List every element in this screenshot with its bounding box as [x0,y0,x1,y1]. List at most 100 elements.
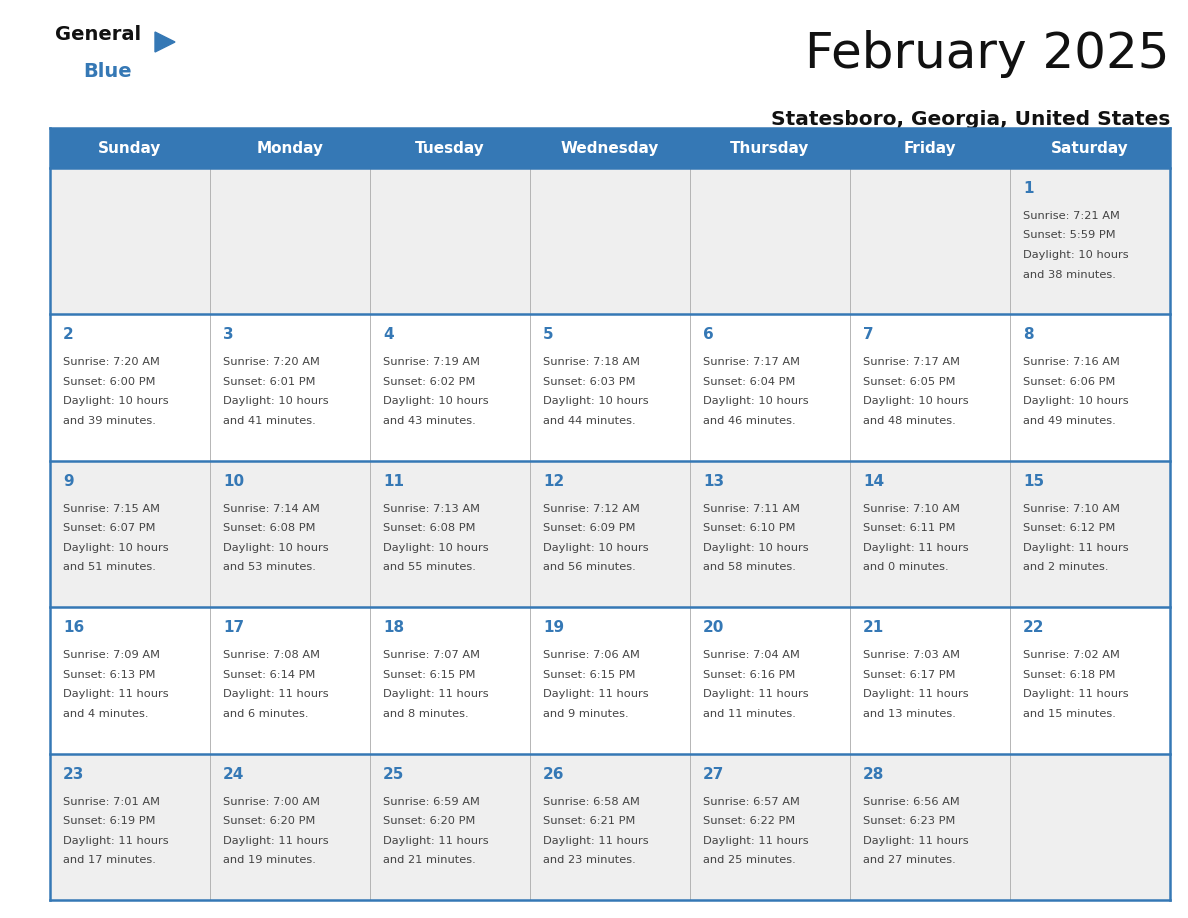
Text: Sunset: 6:07 PM: Sunset: 6:07 PM [63,523,156,533]
Text: and 48 minutes.: and 48 minutes. [862,416,956,426]
Text: Sunrise: 7:18 AM: Sunrise: 7:18 AM [543,357,640,367]
Text: and 11 minutes.: and 11 minutes. [703,709,796,719]
Text: 12: 12 [543,474,564,488]
Text: and 17 minutes.: and 17 minutes. [63,855,156,865]
Text: 13: 13 [703,474,725,488]
Text: and 49 minutes.: and 49 minutes. [1023,416,1116,426]
Text: and 56 minutes.: and 56 minutes. [543,563,636,572]
Text: 19: 19 [543,621,564,635]
Text: 5: 5 [543,328,554,342]
Text: Sunset: 6:14 PM: Sunset: 6:14 PM [223,670,315,679]
Text: and 15 minutes.: and 15 minutes. [1023,709,1116,719]
Text: Sunday: Sunday [99,140,162,155]
Text: Sunrise: 7:02 AM: Sunrise: 7:02 AM [1023,650,1120,660]
Text: Daylight: 11 hours: Daylight: 11 hours [862,689,968,700]
Text: Sunset: 6:08 PM: Sunset: 6:08 PM [383,523,475,533]
Text: Sunset: 6:21 PM: Sunset: 6:21 PM [543,816,636,826]
Text: Daylight: 11 hours: Daylight: 11 hours [1023,543,1129,553]
Text: Daylight: 11 hours: Daylight: 11 hours [543,835,649,845]
Text: 4: 4 [383,328,393,342]
Text: Sunset: 6:20 PM: Sunset: 6:20 PM [383,816,475,826]
Text: 24: 24 [223,767,245,781]
Text: Daylight: 10 hours: Daylight: 10 hours [1023,250,1129,260]
Text: February 2025: February 2025 [805,30,1170,78]
Text: 20: 20 [703,621,725,635]
Bar [50,607,1170,754]
Text: Sunset: 6:08 PM: Sunset: 6:08 PM [223,523,316,533]
Text: and 55 minutes.: and 55 minutes. [383,563,476,572]
Text: Sunset: 6:05 PM: Sunset: 6:05 PM [862,377,955,386]
Text: Sunset: 6:19 PM: Sunset: 6:19 PM [63,816,156,826]
Text: 10: 10 [223,474,244,488]
Text: Daylight: 11 hours: Daylight: 11 hours [1023,689,1129,700]
Text: Sunset: 6:22 PM: Sunset: 6:22 PM [703,816,795,826]
Text: and 41 minutes.: and 41 minutes. [223,416,316,426]
Text: Sunset: 6:20 PM: Sunset: 6:20 PM [223,816,315,826]
Text: Sunset: 6:11 PM: Sunset: 6:11 PM [862,523,955,533]
Text: and 51 minutes.: and 51 minutes. [63,563,156,572]
Text: Sunset: 6:13 PM: Sunset: 6:13 PM [63,670,156,679]
Bar [50,128,1170,168]
Text: 9: 9 [63,474,74,488]
Text: Blue: Blue [83,62,132,81]
Text: 27: 27 [703,767,725,781]
Text: Sunrise: 6:57 AM: Sunrise: 6:57 AM [703,797,800,807]
Text: Sunrise: 7:16 AM: Sunrise: 7:16 AM [1023,357,1120,367]
Text: Sunrise: 7:14 AM: Sunrise: 7:14 AM [223,504,320,514]
Text: Daylight: 10 hours: Daylight: 10 hours [383,543,488,553]
Text: and 43 minutes.: and 43 minutes. [383,416,475,426]
Text: and 58 minutes.: and 58 minutes. [703,563,796,572]
Text: and 25 minutes.: and 25 minutes. [703,855,796,865]
Text: Sunrise: 7:00 AM: Sunrise: 7:00 AM [223,797,320,807]
Text: 14: 14 [862,474,884,488]
Text: Sunset: 6:01 PM: Sunset: 6:01 PM [223,377,316,386]
Text: Sunrise: 7:04 AM: Sunrise: 7:04 AM [703,650,800,660]
Text: Sunset: 6:15 PM: Sunset: 6:15 PM [543,670,636,679]
Text: Daylight: 10 hours: Daylight: 10 hours [383,397,488,407]
Text: 1: 1 [1023,181,1034,196]
Text: Sunrise: 7:15 AM: Sunrise: 7:15 AM [63,504,160,514]
Text: Daylight: 11 hours: Daylight: 11 hours [383,689,488,700]
Text: and 44 minutes.: and 44 minutes. [543,416,636,426]
Text: Sunrise: 7:09 AM: Sunrise: 7:09 AM [63,650,160,660]
Text: and 38 minutes.: and 38 minutes. [1023,270,1116,279]
Text: and 2 minutes.: and 2 minutes. [1023,563,1108,572]
Text: Sunrise: 7:20 AM: Sunrise: 7:20 AM [223,357,320,367]
Text: Daylight: 10 hours: Daylight: 10 hours [862,397,968,407]
Text: and 8 minutes.: and 8 minutes. [383,709,468,719]
Text: 3: 3 [223,328,234,342]
Bar [50,168,1170,314]
Text: Daylight: 10 hours: Daylight: 10 hours [223,397,329,407]
Text: Daylight: 11 hours: Daylight: 11 hours [703,689,809,700]
Text: and 27 minutes.: and 27 minutes. [862,855,956,865]
Text: Daylight: 10 hours: Daylight: 10 hours [703,397,809,407]
Text: 23: 23 [63,767,84,781]
Text: Sunset: 6:00 PM: Sunset: 6:00 PM [63,377,156,386]
Text: and 19 minutes.: and 19 minutes. [223,855,316,865]
Text: Sunrise: 7:21 AM: Sunrise: 7:21 AM [1023,211,1120,221]
Text: Sunset: 6:17 PM: Sunset: 6:17 PM [862,670,955,679]
Text: and 4 minutes.: and 4 minutes. [63,709,148,719]
Text: Monday: Monday [257,140,323,155]
Text: and 13 minutes.: and 13 minutes. [862,709,956,719]
Text: and 21 minutes.: and 21 minutes. [383,855,475,865]
Text: Wednesday: Wednesday [561,140,659,155]
Text: Tuesday: Tuesday [415,140,485,155]
Text: 18: 18 [383,621,404,635]
Text: Sunrise: 7:11 AM: Sunrise: 7:11 AM [703,504,800,514]
Text: Daylight: 10 hours: Daylight: 10 hours [63,543,169,553]
Bar [50,314,1170,461]
Text: Daylight: 11 hours: Daylight: 11 hours [383,835,488,845]
Text: Statesboro, Georgia, United States: Statesboro, Georgia, United States [771,110,1170,129]
Text: Sunset: 6:03 PM: Sunset: 6:03 PM [543,377,636,386]
Text: Sunset: 6:09 PM: Sunset: 6:09 PM [543,523,636,533]
Text: Daylight: 10 hours: Daylight: 10 hours [703,543,809,553]
Text: Sunrise: 7:12 AM: Sunrise: 7:12 AM [543,504,640,514]
Text: 7: 7 [862,328,873,342]
Text: and 9 minutes.: and 9 minutes. [543,709,628,719]
Text: Daylight: 10 hours: Daylight: 10 hours [543,397,649,407]
Text: Daylight: 11 hours: Daylight: 11 hours [223,835,329,845]
Text: 16: 16 [63,621,84,635]
Bar [50,754,1170,900]
Text: General: General [55,25,141,44]
